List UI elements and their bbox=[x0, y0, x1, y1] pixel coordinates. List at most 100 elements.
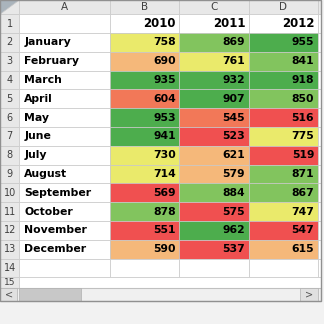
Text: A: A bbox=[61, 2, 68, 12]
Bar bbox=[0, 259, 19, 277]
Bar bbox=[110, 165, 179, 183]
Text: 14: 14 bbox=[4, 263, 16, 273]
Text: 569: 569 bbox=[153, 188, 176, 198]
Bar bbox=[318, 52, 321, 71]
Bar bbox=[0, 33, 19, 52]
Text: 551: 551 bbox=[154, 226, 176, 235]
Text: 615: 615 bbox=[292, 244, 314, 254]
Text: 590: 590 bbox=[154, 244, 176, 254]
Bar bbox=[19, 259, 110, 277]
Bar bbox=[249, 259, 318, 277]
Text: 932: 932 bbox=[223, 75, 245, 85]
Text: 761: 761 bbox=[223, 56, 245, 66]
Text: 3: 3 bbox=[7, 56, 13, 66]
Text: October: October bbox=[24, 207, 73, 216]
Bar bbox=[19, 14, 110, 33]
Bar bbox=[318, 183, 321, 202]
Bar bbox=[179, 146, 249, 165]
Bar bbox=[318, 259, 321, 277]
Text: <: < bbox=[5, 290, 13, 300]
Text: 7: 7 bbox=[6, 132, 13, 141]
Text: 545: 545 bbox=[223, 113, 245, 122]
Text: 871: 871 bbox=[292, 169, 314, 179]
Text: 523: 523 bbox=[223, 132, 245, 141]
Text: 547: 547 bbox=[292, 226, 314, 235]
Text: 758: 758 bbox=[153, 38, 176, 47]
Text: 11: 11 bbox=[4, 207, 16, 216]
Bar bbox=[179, 259, 249, 277]
Bar bbox=[110, 221, 179, 240]
Text: 1: 1 bbox=[7, 19, 13, 29]
Text: 867: 867 bbox=[292, 188, 314, 198]
Bar bbox=[19, 221, 110, 240]
Bar bbox=[249, 183, 318, 202]
Bar bbox=[19, 288, 81, 301]
Bar bbox=[19, 165, 110, 183]
Bar bbox=[19, 202, 110, 221]
Text: December: December bbox=[24, 244, 87, 254]
Bar bbox=[19, 108, 110, 127]
Bar bbox=[179, 221, 249, 240]
Bar bbox=[318, 240, 321, 259]
Text: 775: 775 bbox=[292, 132, 314, 141]
Text: 918: 918 bbox=[292, 75, 314, 85]
Bar bbox=[318, 33, 321, 52]
Polygon shape bbox=[0, 0, 19, 14]
Bar bbox=[0, 288, 321, 301]
Bar bbox=[318, 165, 321, 183]
Bar bbox=[179, 108, 249, 127]
Text: 579: 579 bbox=[223, 169, 245, 179]
Bar bbox=[110, 127, 179, 146]
Text: 714: 714 bbox=[153, 169, 176, 179]
Bar bbox=[19, 277, 321, 288]
Bar bbox=[0, 146, 19, 165]
Text: August: August bbox=[24, 169, 67, 179]
Bar bbox=[249, 0, 318, 14]
Text: 884: 884 bbox=[223, 188, 245, 198]
Bar bbox=[318, 89, 321, 108]
Bar bbox=[0, 89, 19, 108]
Bar bbox=[179, 127, 249, 146]
Bar bbox=[300, 288, 318, 301]
Text: 2: 2 bbox=[6, 38, 13, 47]
Text: 8: 8 bbox=[7, 150, 13, 160]
Bar bbox=[0, 108, 19, 127]
Bar bbox=[179, 89, 249, 108]
Bar bbox=[249, 202, 318, 221]
Bar bbox=[110, 71, 179, 89]
Bar bbox=[110, 202, 179, 221]
Text: 2012: 2012 bbox=[282, 17, 314, 30]
Text: 13: 13 bbox=[4, 244, 16, 254]
Text: 953: 953 bbox=[153, 113, 176, 122]
Bar bbox=[0, 202, 19, 221]
Bar bbox=[318, 221, 321, 240]
Bar bbox=[110, 89, 179, 108]
Bar bbox=[0, 221, 19, 240]
Bar bbox=[0, 52, 19, 71]
Text: September: September bbox=[24, 188, 91, 198]
Bar bbox=[179, 71, 249, 89]
Bar bbox=[249, 71, 318, 89]
Bar bbox=[0, 183, 19, 202]
Text: May: May bbox=[24, 113, 49, 122]
Text: 907: 907 bbox=[223, 94, 245, 104]
Bar bbox=[110, 108, 179, 127]
Bar bbox=[249, 127, 318, 146]
Bar bbox=[318, 71, 321, 89]
Text: C: C bbox=[210, 2, 217, 12]
Bar bbox=[0, 71, 19, 89]
Bar bbox=[249, 52, 318, 71]
Bar bbox=[179, 33, 249, 52]
Text: June: June bbox=[24, 132, 51, 141]
Text: 935: 935 bbox=[153, 75, 176, 85]
Text: 841: 841 bbox=[292, 56, 314, 66]
Bar bbox=[110, 183, 179, 202]
Bar bbox=[179, 52, 249, 71]
Bar bbox=[249, 33, 318, 52]
Text: 9: 9 bbox=[7, 169, 13, 179]
Bar bbox=[19, 240, 110, 259]
Bar bbox=[0, 288, 17, 301]
Text: 5: 5 bbox=[6, 94, 13, 104]
Bar bbox=[110, 0, 179, 14]
Bar bbox=[249, 221, 318, 240]
